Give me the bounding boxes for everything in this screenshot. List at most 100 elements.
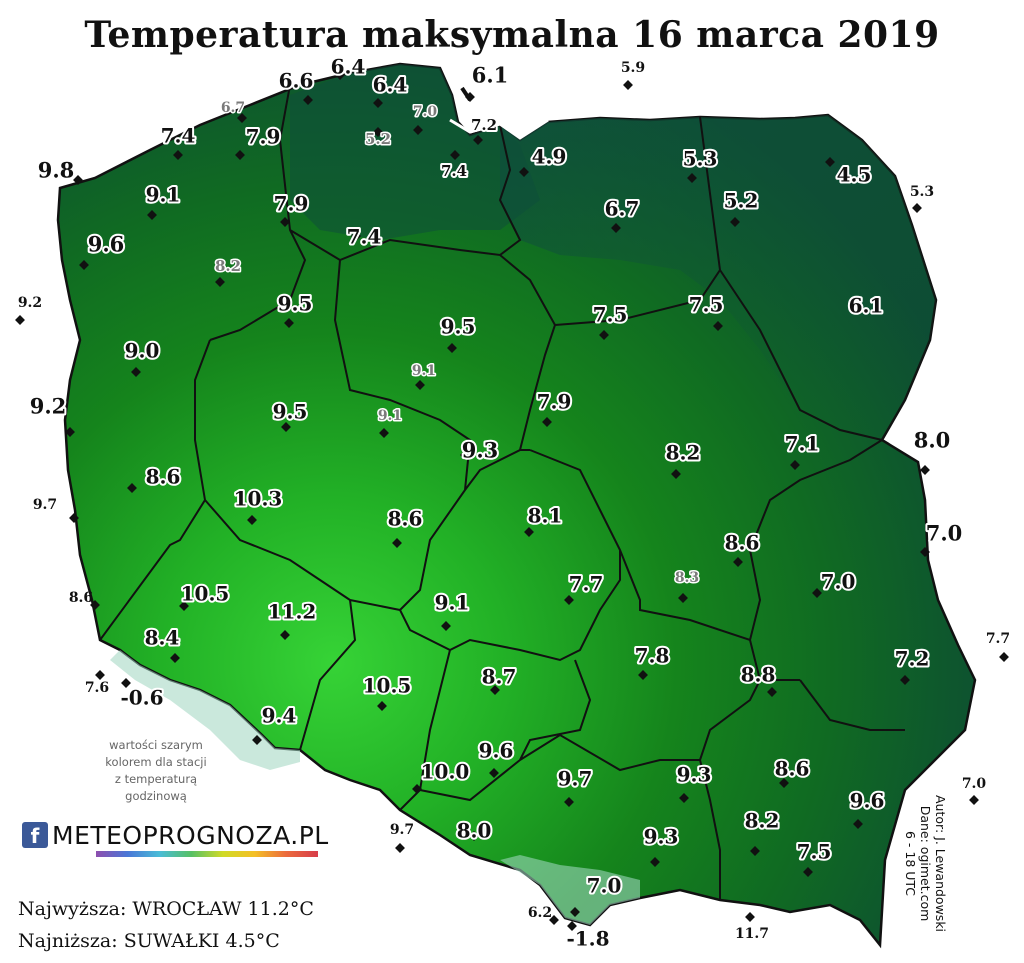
- station-temperature-label: 8.0: [457, 819, 492, 843]
- station-marker: [69, 513, 79, 523]
- station-temperature-label: 9.0: [125, 339, 160, 363]
- station-marker: [650, 857, 660, 867]
- station-temperature-label: 6.7: [605, 197, 640, 221]
- station-marker: [412, 784, 422, 794]
- logo[interactable]: f METEOPROGNOZA.PL: [22, 818, 329, 852]
- credit-time-range: 6 - 18 UTC: [903, 830, 918, 897]
- station-marker: [460, 450, 470, 460]
- station-marker: [678, 593, 688, 603]
- station-temperature-label: 9.1: [435, 591, 470, 615]
- station-marker: [825, 157, 835, 167]
- credit-author: Autor: J. Lewandowski: [933, 795, 948, 933]
- station-temperature-label: 7.0: [926, 521, 963, 546]
- station-marker: [173, 150, 183, 160]
- station-temperature-label: 9.6: [88, 232, 125, 257]
- station-temperature-label: 7.5: [689, 293, 724, 317]
- station-temperature-label: 11.2: [268, 600, 317, 624]
- station-temperature-label: 8.3: [675, 570, 699, 586]
- credits-block: Autor: J. Lewandowski Dane: ogimet.com 6…: [903, 795, 948, 932]
- note-line: kolorem dla stacji: [105, 755, 207, 769]
- station-marker: [623, 80, 633, 90]
- station-marker: [730, 217, 740, 227]
- station-marker: [280, 630, 290, 640]
- station-temperature-label: 11.7: [735, 926, 769, 942]
- credit-data-source: Dane: ogimet.com: [918, 805, 933, 922]
- station-marker: [713, 321, 723, 331]
- station-temperature-label: 7.9: [274, 192, 309, 216]
- station-temperature-label: 9.2: [30, 394, 67, 419]
- station-marker: [284, 318, 294, 328]
- station-marker: [447, 343, 457, 353]
- station-marker: [73, 175, 83, 185]
- station-marker: [853, 819, 863, 829]
- station-marker: [853, 300, 863, 310]
- station-temperature-label: 7.7: [986, 631, 1010, 647]
- station-temperature-label: 9.1: [378, 408, 402, 424]
- tatra-zone: [500, 855, 640, 925]
- station-temperature-label: 6.4: [373, 73, 408, 97]
- station-temperature-label: 8.2: [215, 257, 241, 275]
- station-marker: [147, 210, 157, 220]
- baltic-coast-cold-zone: [290, 64, 540, 240]
- station-marker: [351, 231, 361, 241]
- station-temperature-label: 6.2: [528, 905, 552, 921]
- station-marker: [121, 678, 131, 688]
- station-temperature-label: 8.6: [146, 465, 181, 489]
- station-marker: [450, 150, 460, 160]
- station-temperature-label: 7.2: [471, 116, 497, 134]
- station-temperature-label: 10.0: [421, 760, 470, 784]
- station-temperature-label: 5.3: [683, 147, 718, 171]
- station-marker: [415, 380, 425, 390]
- station-temperature-label: 7.0: [821, 570, 856, 594]
- logo-text: METEOPROGNOZA.PL: [52, 820, 329, 850]
- station-marker: [15, 315, 25, 325]
- station-marker: [920, 547, 930, 557]
- station-marker: [90, 600, 100, 610]
- station-temperature-label: 7.0: [587, 874, 622, 898]
- station-marker: [131, 367, 141, 377]
- station-marker: [549, 915, 559, 925]
- station-marker: [687, 173, 697, 183]
- note-line: z temperaturą: [114, 772, 198, 786]
- station-temperature-label: 6.1: [849, 294, 884, 318]
- station-marker: [252, 735, 262, 745]
- note-line: godzinową: [125, 789, 187, 803]
- station-marker: [379, 428, 389, 438]
- station-temperature-label: 9.7: [33, 497, 57, 513]
- station-temperature-label: 7.2: [895, 647, 930, 671]
- station-marker: [912, 203, 922, 213]
- station-temperature-label: 9.7: [558, 767, 593, 791]
- station-temperature-label: 7.8: [635, 644, 670, 668]
- station-temperature-label: 8.7: [482, 665, 517, 689]
- station-temperature-label: 8.8: [741, 663, 776, 687]
- station-marker: [237, 113, 247, 123]
- station-temperature-label: 5.2: [365, 130, 391, 148]
- station-marker: [127, 483, 137, 493]
- station-temperature-label: 9.5: [278, 292, 313, 316]
- station-marker: [170, 653, 180, 663]
- station-temperature-label: 8.2: [666, 441, 701, 465]
- station-marker: [790, 460, 800, 470]
- station-temperature-label: 9.1: [146, 183, 181, 207]
- station-temperature-label: 7.6: [85, 680, 109, 696]
- station-temperature-label: 7.9: [246, 125, 281, 149]
- station-marker: [671, 469, 681, 479]
- station-marker: [377, 701, 387, 711]
- station-temperature-label: 10.5: [181, 582, 230, 606]
- baltic-sea-edge: [449, 118, 549, 140]
- station-marker: [969, 795, 979, 805]
- station-temperature-label: 9.5: [441, 315, 476, 339]
- facebook-icon[interactable]: f: [22, 822, 48, 848]
- station-temperature-label: 9.6: [850, 789, 885, 813]
- station-marker: [373, 127, 383, 137]
- station-marker: [542, 417, 552, 427]
- station-marker: [395, 843, 405, 853]
- northeast-cold-zone: [500, 115, 936, 440]
- station-marker: [567, 921, 577, 931]
- station-temperature-label: 5.9: [621, 60, 645, 76]
- station-temperature-label: -0.6: [120, 686, 163, 710]
- station-temperature-label: 7.0: [962, 776, 987, 792]
- station-marker: [733, 557, 743, 567]
- station-temperature-label: 6.7: [221, 100, 245, 116]
